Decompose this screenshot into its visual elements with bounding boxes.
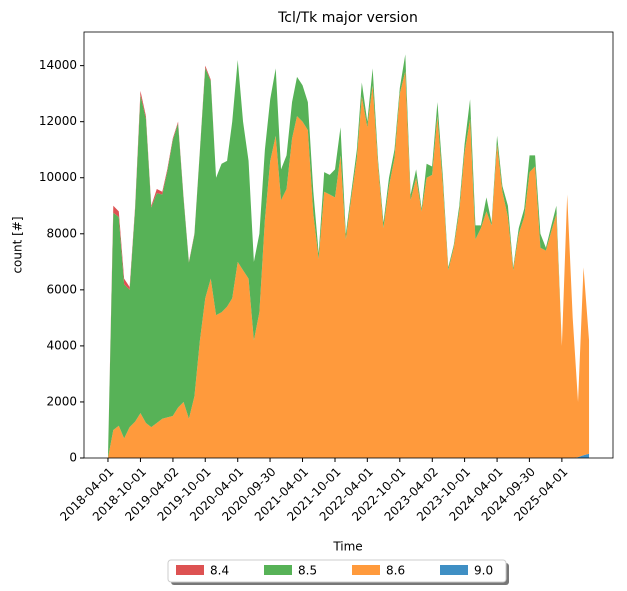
y-tick-label: 8000 <box>46 226 77 240</box>
legend: 8.4 8.5 8.6 9.0 <box>167 559 509 585</box>
y-tick-label: 12000 <box>39 114 77 128</box>
y-tick-label: 6000 <box>46 282 77 296</box>
y-axis-label: count [#] <box>11 216 25 273</box>
plot-frame <box>83 31 614 459</box>
legend-label: 8.5 <box>298 564 317 578</box>
legend-box <box>167 559 507 583</box>
chart-title: Tcl/Tk major version <box>277 10 418 26</box>
y-tick-label: 4000 <box>46 338 77 352</box>
y-tick-label: 14000 <box>39 58 77 72</box>
area <box>107 54 590 458</box>
legend-swatch <box>264 565 292 575</box>
legend-label: 9.0 <box>474 564 493 578</box>
area <box>107 71 590 458</box>
y-tick-label: 0 <box>69 451 77 465</box>
y-tick-label: 10000 <box>39 170 77 184</box>
legend-label: 8.4 <box>210 564 229 578</box>
legend-swatch <box>176 565 204 575</box>
legend-label: 8.6 <box>386 564 405 578</box>
legend-swatch <box>440 565 468 575</box>
legend-swatch <box>352 565 380 575</box>
y-tick-label: 2000 <box>46 394 77 408</box>
x-axis-label: Time <box>332 540 362 554</box>
